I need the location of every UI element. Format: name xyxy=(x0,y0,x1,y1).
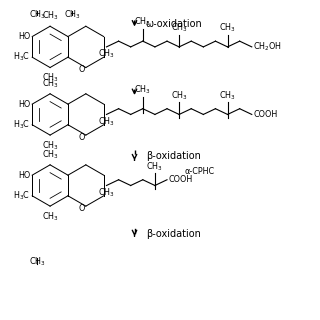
Text: CH$_3$: CH$_3$ xyxy=(42,10,59,22)
Text: O: O xyxy=(78,132,85,142)
Text: HO: HO xyxy=(18,171,30,180)
Text: CH$_3$: CH$_3$ xyxy=(219,22,236,34)
Text: O: O xyxy=(78,204,85,213)
Text: CH$_3$: CH$_3$ xyxy=(98,187,115,199)
Text: CH$_3$: CH$_3$ xyxy=(134,16,151,28)
Text: CH$_3$: CH$_3$ xyxy=(42,148,59,161)
Text: α-CPHC: α-CPHC xyxy=(185,167,215,176)
Text: O: O xyxy=(78,65,85,74)
Text: HO: HO xyxy=(18,100,30,108)
Text: β-oxidation: β-oxidation xyxy=(146,151,201,161)
Text: CH$_2$OH: CH$_2$OH xyxy=(253,41,282,53)
Text: COOH: COOH xyxy=(169,175,193,184)
Text: H$_3$C: H$_3$C xyxy=(13,189,30,202)
Text: CH$_3$: CH$_3$ xyxy=(171,22,188,34)
Text: CH$_3$: CH$_3$ xyxy=(42,210,59,223)
Text: H$_3$C: H$_3$C xyxy=(13,51,30,63)
Text: CH$_3$: CH$_3$ xyxy=(29,256,46,268)
Text: COOH: COOH xyxy=(253,110,278,119)
Text: CH$_3$: CH$_3$ xyxy=(42,139,59,152)
Text: CH$_3$: CH$_3$ xyxy=(42,72,59,84)
Text: CH$_3$: CH$_3$ xyxy=(147,160,163,173)
Text: CH$_3$: CH$_3$ xyxy=(42,77,59,90)
Text: H$_3$C: H$_3$C xyxy=(13,118,30,131)
Text: HO: HO xyxy=(18,32,30,41)
Text: CH$_3$: CH$_3$ xyxy=(134,84,151,96)
Text: CH$_3$: CH$_3$ xyxy=(171,89,188,102)
Text: CH$_3$: CH$_3$ xyxy=(98,48,115,60)
Text: CH$_3$: CH$_3$ xyxy=(219,89,236,102)
Text: β-oxidation: β-oxidation xyxy=(146,229,201,239)
Text: ω-oxidation: ω-oxidation xyxy=(146,19,203,28)
Text: CH$_3$: CH$_3$ xyxy=(29,9,46,21)
Text: CH$_3$: CH$_3$ xyxy=(98,116,115,128)
Text: CH$_3$: CH$_3$ xyxy=(64,9,81,21)
